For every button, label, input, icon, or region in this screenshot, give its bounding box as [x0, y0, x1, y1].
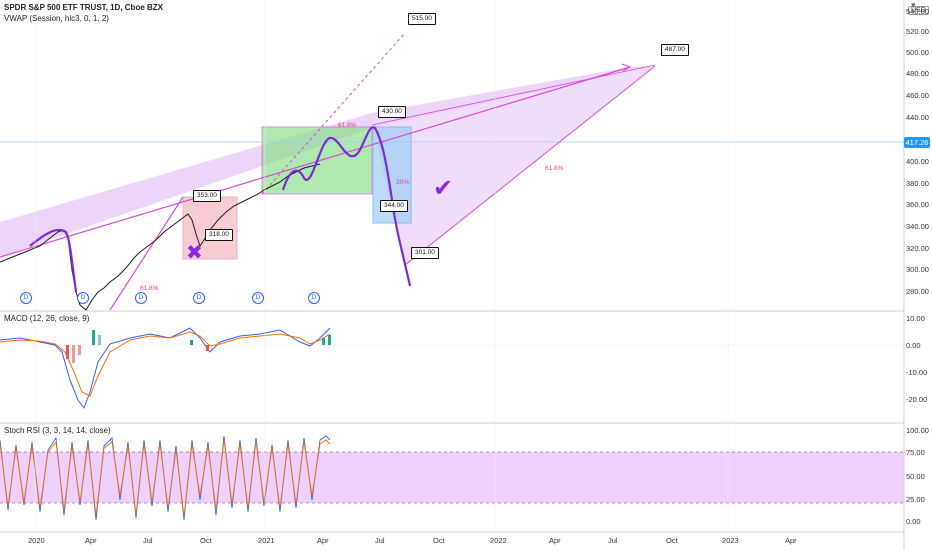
macd-tick: 0.00: [906, 341, 921, 350]
time-tick: Apr: [785, 536, 797, 545]
time-tick: Oct: [433, 536, 445, 545]
stoch-band: [0, 452, 904, 503]
time-tick: Oct: [200, 536, 212, 545]
fib-label: 61.8%: [140, 285, 159, 292]
lower-fan-fill: [372, 65, 655, 265]
peak-callout-430[interactable]: 430.00: [378, 106, 406, 118]
time-tick: Jul: [143, 536, 153, 545]
scale-dropdown-icon[interactable]: ▾: [911, 0, 916, 10]
stoch-tick: 25.00: [906, 495, 925, 504]
recovery-line: [404, 65, 656, 266]
target-callout-487[interactable]: 487.00: [661, 44, 689, 56]
time-tick: Jul: [375, 536, 385, 545]
macd-tick: -10.00: [906, 368, 928, 377]
macd-histogram: [66, 330, 331, 363]
price-tick: 480.00: [906, 69, 929, 78]
callout-301[interactable]: 301.00: [411, 247, 439, 259]
price-tick: 440.00: [906, 113, 929, 122]
price-tick: 460.00: [906, 91, 929, 100]
price-tick: 340.00: [906, 222, 929, 231]
lower-trend-line: [109, 196, 184, 311]
dividend-marker[interactable]: D: [252, 292, 264, 304]
callout-353[interactable]: 353.00: [193, 190, 221, 202]
stoch-d-line: [0, 439, 331, 517]
time-tick: 2020: [28, 536, 45, 545]
currency-label: USD: [911, 7, 926, 14]
upper-trend-line: [0, 66, 631, 258]
time-tick: 2022: [490, 536, 507, 545]
price-tick: 320.00: [906, 244, 929, 253]
price-tick: 520.00: [906, 27, 929, 36]
dividend-marker[interactable]: D: [20, 292, 32, 304]
dividend-marker[interactable]: D: [77, 292, 89, 304]
fib-label: 20%: [396, 179, 410, 186]
time-axis-gridlines: [34, 0, 729, 532]
macd-tick: 10.00: [906, 314, 925, 323]
price-tick: 400.00: [906, 157, 929, 166]
fib-label: 61.8%: [545, 165, 564, 172]
stoch-tick: 0.00: [906, 517, 921, 526]
indicator-label-macd[interactable]: MACD (12, 26, close, 9): [4, 314, 90, 323]
price-tick: 380.00: [906, 179, 929, 188]
macd-line: [0, 327, 331, 410]
price-tick: 540.00: [906, 7, 929, 16]
stoch-k-line: [0, 435, 331, 521]
cross-icon: ✖: [186, 242, 203, 264]
check-icon: ✔: [433, 175, 454, 202]
fib-label: 61.8%: [338, 122, 357, 129]
macd-tick: -20.00: [906, 395, 928, 404]
indicator-label-stoch[interactable]: Stoch RSI (3, 3, 14, 14, close): [4, 426, 111, 435]
fan-top-line: [371, 64, 656, 126]
stoch-tick: 75.00: [906, 448, 925, 457]
price-tick: 300.00: [906, 265, 929, 274]
time-tick: Apr: [85, 536, 97, 545]
time-tick: Apr: [317, 536, 329, 545]
signal-line: [0, 331, 331, 397]
target-callout-515[interactable]: 515.00: [408, 13, 436, 25]
time-tick: 2023: [722, 536, 739, 545]
dividend-marker[interactable]: D: [193, 292, 205, 304]
stoch-tick: 50.00: [906, 472, 925, 481]
chart-title: SPDR S&P 500 ETF TRUST, 1D, Cboe BZX: [4, 3, 163, 12]
indicator-label-vwap[interactable]: VWAP (Session, hlc3, 0, 1, 2): [4, 14, 109, 23]
callout-344[interactable]: 344.00: [380, 200, 408, 212]
price-tick: 500.00: [906, 48, 929, 57]
time-tick: Jul: [608, 536, 618, 545]
time-tick: 2021: [258, 536, 275, 545]
callout-318[interactable]: 318.00: [205, 229, 233, 241]
time-tick: Apr: [549, 536, 561, 545]
dividend-marker[interactable]: D: [135, 292, 147, 304]
stoch-tick: 100.00: [906, 426, 929, 435]
current-price-tag: 417.26: [904, 137, 930, 148]
price-tick: 360.00: [906, 200, 929, 209]
trend-arrow-head: [621, 63, 632, 72]
currency-badge[interactable]: USD: [908, 6, 929, 15]
dividend-marker[interactable]: D: [308, 292, 320, 304]
forecast-crash-2020: [29, 229, 78, 293]
red-zone-box: [182, 196, 238, 260]
time-tick: Oct: [666, 536, 678, 545]
price-tick: 280.00: [906, 287, 929, 296]
